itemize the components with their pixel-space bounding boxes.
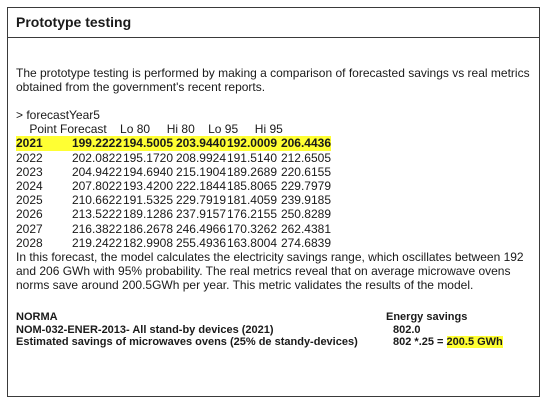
forecast-cell: 237.9157: [175, 207, 226, 222]
forecast-cell: 189.1286: [122, 207, 173, 222]
forecast-cell: 207.8022: [71, 179, 122, 194]
norma-row-label: Estimated savings of microwaves ovens (2…: [16, 336, 358, 348]
forecast-cell: 262.4381: [280, 221, 331, 236]
conclusion-paragraph: In this forecast, the model calculates t…: [16, 250, 524, 292]
norma-row: NOM-032-ENER-2013- All stand-by devices …: [16, 324, 536, 337]
forecast-cell: 185.8065: [226, 179, 277, 194]
forecast-cell: 246.4966: [175, 221, 226, 236]
forecast-row: 2023 204.9422 194.6940 215.1904 189.2689 220.…: [16, 165, 331, 179]
norma-row-label: NOM-032-ENER-2013- All stand-by devices …: [16, 323, 274, 336]
forecast-cell: 210.6622: [71, 193, 122, 208]
forecast-cell: 222.1844: [175, 179, 226, 194]
norma-row: Estimated savings of microwaves ovens (2…: [16, 336, 536, 349]
panel-title: Prototype testing: [8, 8, 539, 38]
forecast-cell: 194.5005: [122, 136, 173, 151]
forecast-command: > forecastYear5: [16, 108, 100, 122]
forecast-cell: 206.4436: [280, 136, 331, 151]
forecast-row: 2026 213.5222 189.1286 237.9157 176.2155 250.…: [16, 207, 331, 221]
forecast-cell: 229.7919: [175, 193, 226, 208]
forecast-cell: 186.2678: [122, 221, 173, 236]
forecast-cell: 215.1904: [175, 164, 226, 179]
forecast-cell: 192.0009: [226, 136, 277, 151]
calc-prefix: 802 *.25 =: [393, 336, 447, 348]
forecast-cell: 2028: [16, 235, 43, 250]
forecast-row: 2024 207.8022 193.4200 222.1844 185.8065 229.…: [16, 179, 331, 193]
forecast-cell: 2025: [16, 193, 43, 208]
forecast-cell: 208.9924: [175, 150, 226, 165]
forecast-row: 2022 202.0822 195.1720 208.9924 191.5140 212.…: [16, 151, 331, 165]
forecast-cell: 2026: [16, 207, 43, 222]
prototype-testing-panel: Prototype testing The prototype testing …: [7, 7, 540, 397]
forecast-cell: 182.9908: [122, 235, 173, 250]
intro-paragraph: The prototype testing is performed by ma…: [16, 66, 530, 94]
energy-savings-header: Energy savings: [386, 311, 468, 323]
forecast-cell: 212.6505: [280, 150, 331, 165]
forecast-cell: 176.2155: [226, 207, 277, 222]
forecast-cell: 2027: [16, 221, 43, 236]
forecast-row: 2027 216.3822 186.2678 246.4966 170.3262 262.…: [16, 222, 331, 236]
forecast-cell: 195.1720: [122, 150, 173, 165]
forecast-cell: 204.9422: [71, 164, 122, 179]
forecast-cell: 216.3822: [71, 221, 122, 236]
forecast-cell: 250.8289: [280, 207, 331, 222]
norma-row-value: 802 *.25 = 200.5 GWh: [386, 336, 536, 349]
forecast-cell: 194.6940: [122, 164, 173, 179]
forecast-cell: 220.6155: [280, 164, 331, 179]
forecast-cell: 181.4059: [226, 193, 277, 208]
norma-row-value: 802.0: [393, 323, 421, 336]
forecast-cell: 2024: [16, 179, 43, 194]
forecast-cell: 199.2222: [71, 136, 122, 151]
forecast-cell: 191.5325: [122, 193, 173, 208]
forecast-cell: 202.0822: [71, 150, 122, 165]
forecast-cell: 219.2422: [71, 235, 122, 250]
forecast-cell: 2023: [16, 164, 43, 179]
norma-header: NORMA: [16, 311, 58, 323]
forecast-rows: 2021 199.2222 194.5005 203.9440 192.0009 206.…: [16, 136, 331, 250]
forecast-row: 2028 219.2422 182.9908 255.4936 163.8004 274.…: [16, 236, 331, 250]
forecast-cell: 203.9440: [175, 136, 226, 151]
forecast-cell: 255.4936: [175, 235, 226, 250]
forecast-cell: 274.6839: [280, 235, 331, 250]
forecast-cell: 213.5222: [71, 207, 122, 222]
forecast-row: 2025 210.6622 191.5325 229.7919 181.4059 239.…: [16, 193, 331, 207]
forecast-output: > forecastYear5 Point Forecast Lo 80 Hi …: [16, 108, 331, 250]
forecast-cell: 193.4200: [122, 179, 173, 194]
forecast-cell: 2021: [16, 136, 43, 151]
forecast-cell: 163.8004: [226, 235, 277, 250]
forecast-cell: 191.5140: [226, 150, 277, 165]
forecast-header: Point Forecast Lo 80 Hi 80 Lo 95 Hi 95: [16, 122, 283, 137]
norma-header-row: NORMA Energy savings: [16, 311, 536, 324]
forecast-row-highlighted: 2021 199.2222 194.5005 203.9440 192.0009 206.…: [16, 136, 331, 151]
forecast-cell: 229.7979: [280, 179, 331, 194]
forecast-cell: 2022: [16, 150, 43, 165]
forecast-cell: 239.9185: [280, 193, 331, 208]
forecast-cell: 170.3262: [226, 221, 277, 236]
forecast-cell: 189.2689: [226, 164, 277, 179]
norma-table: NORMA Energy savings NOM-032-ENER-2013- …: [16, 311, 536, 349]
calc-result-highlight: 200.5 GWh: [446, 336, 503, 348]
